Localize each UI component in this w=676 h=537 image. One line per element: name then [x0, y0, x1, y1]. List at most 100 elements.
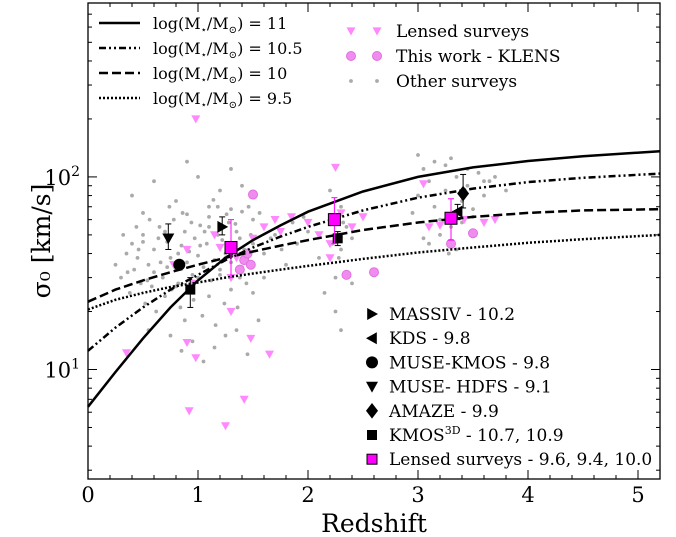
- other-survey-point: [149, 284, 154, 289]
- other-survey-point: [350, 281, 354, 286]
- other-survey-point: [339, 247, 343, 252]
- other-survey-point: [141, 211, 145, 215]
- other-survey-point: [135, 255, 140, 260]
- model-curves-layer: [87, 149, 661, 408]
- other-survey-point: [198, 243, 203, 248]
- lensed-survey-point: [191, 115, 201, 124]
- lensed-survey-point: [191, 354, 201, 363]
- other-survey-point: [141, 239, 145, 244]
- other-survey-point: [251, 217, 255, 222]
- other-survey-point: [119, 275, 123, 280]
- legend-label-sample: KMOS3D - 10.7, 10.9: [389, 424, 564, 446]
- legend-marker-dot: [349, 79, 353, 83]
- other-survey-point: [333, 275, 338, 280]
- legend-label-sample: AMAZE - 9.9: [388, 402, 499, 422]
- legend-label-dataset: This work - KLENS: [396, 47, 561, 67]
- legend-marker-circle: [372, 51, 382, 61]
- legend-marker-sample-circle: [366, 356, 378, 369]
- other-survey-point: [136, 247, 141, 252]
- other-survey-point: [421, 236, 426, 241]
- other-survey-point: [185, 212, 189, 217]
- other-survey-point: [284, 262, 288, 267]
- sample-median-square: [332, 233, 343, 244]
- other-survey-point: [328, 188, 332, 193]
- klens-point: [234, 264, 245, 275]
- other-survey-point: [211, 197, 216, 202]
- sample-medians-layer: [162, 173, 470, 308]
- other-survey-point: [130, 193, 134, 198]
- other-survey-point: [301, 214, 306, 219]
- other-survey-point: [229, 207, 233, 212]
- other-survey-point: [262, 251, 266, 256]
- other-survey-point: [201, 359, 206, 364]
- other-survey-point: [432, 204, 437, 209]
- legend-marker-sample-triangle-left: [366, 332, 377, 345]
- lensed-survey-point: [358, 213, 368, 222]
- other-survey-point: [224, 212, 229, 217]
- other-survey-point: [237, 236, 242, 241]
- lensed-survey-point: [314, 231, 324, 240]
- other-survey-point: [234, 328, 239, 333]
- lensed-survey-point: [490, 216, 500, 225]
- other-survey-point: [147, 217, 152, 222]
- other-survey-point: [245, 352, 250, 357]
- other-survey-point: [168, 255, 173, 260]
- other-survey-point: [182, 229, 187, 234]
- other-survey-point: [179, 348, 184, 353]
- other-survey-point: [427, 241, 431, 246]
- legend-label-sample: MASSIV - 10.2: [389, 305, 515, 325]
- klens-point: [341, 269, 352, 280]
- other-survey-point: [152, 179, 156, 184]
- lensed-survey-point: [184, 407, 194, 416]
- lensed-survey-point: [419, 180, 428, 189]
- lensed-survey-point: [424, 223, 434, 232]
- other-survey-point: [134, 225, 139, 229]
- other-survey-point: [146, 262, 151, 267]
- model-curve-dashdot: [87, 172, 661, 352]
- other-survey-point: [212, 345, 217, 350]
- legend-label-dataset: Lensed surveys: [396, 22, 529, 42]
- lensed-survey-point: [215, 243, 225, 253]
- lensed-survey-point: [325, 254, 335, 263]
- lensed-survey-point: [226, 307, 236, 317]
- other-survey-point: [290, 220, 295, 225]
- other-survey-point: [240, 183, 244, 188]
- lensed-survey-point: [435, 221, 445, 230]
- legend-label-sample: KDS - 9.8: [389, 329, 471, 349]
- other-survey-point: [176, 251, 181, 256]
- other-survey-point: [218, 267, 222, 272]
- other-survey-point: [127, 290, 132, 295]
- other-survey-point: [229, 287, 233, 292]
- other-survey-point: [192, 236, 197, 241]
- other-survey-point: [476, 170, 481, 175]
- other-survey-point: [174, 199, 178, 203]
- other-survey-point: [182, 318, 187, 323]
- lensed-survey-point: [122, 349, 131, 358]
- other-survey-point: [237, 275, 242, 280]
- other-survey-point: [196, 175, 200, 179]
- other-survey-point: [207, 204, 211, 209]
- other-survey-point: [198, 223, 203, 228]
- axis-ticks-layer: 0 1 2 3 4 5 101 102: [44, 2, 660, 507]
- other-survey-point: [171, 217, 176, 222]
- y-tick-label: 102: [44, 164, 80, 190]
- legend-label-sample: Lensed surveys - 9.6, 9.4, 10.0: [389, 450, 652, 470]
- other-survey-point: [165, 265, 170, 270]
- other-survey-point: [251, 241, 255, 246]
- other-survey-point: [141, 232, 145, 237]
- other-survey-point: [145, 278, 150, 283]
- other-survey-point: [201, 265, 206, 270]
- klens-point: [468, 228, 478, 239]
- lensed-survey-point: [232, 254, 241, 263]
- other-survey-point: [185, 260, 189, 265]
- other-survey-point: [432, 159, 437, 164]
- other-survey-point: [179, 243, 184, 248]
- other-survey-point: [256, 318, 261, 323]
- sample-median-square: [327, 213, 341, 227]
- other-survey-point: [207, 294, 211, 299]
- legend-label-sample: MUSE- HDFS - 9.1: [389, 378, 552, 398]
- sample-median-triangle-right: [217, 220, 229, 233]
- other-survey-point: [416, 153, 420, 157]
- other-survey-point: [273, 232, 277, 237]
